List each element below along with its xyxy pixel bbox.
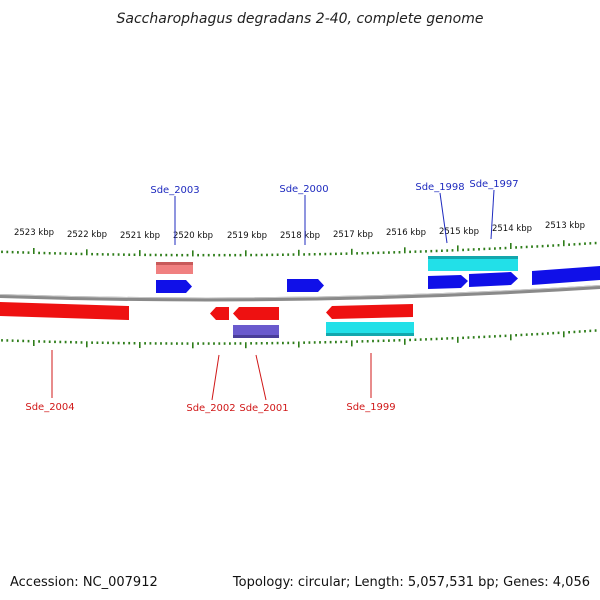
gene-label-sde-1997[interactable]: Sde_1997 — [469, 179, 518, 190]
accession-text: Accession: NC_007912 — [10, 575, 158, 590]
tick-label: 2522 kbp — [67, 230, 107, 240]
genome-backbone — [0, 285, 600, 302]
rna-feature-shade — [428, 256, 518, 259]
tick-label: 2519 kbp — [227, 231, 267, 241]
tick-label: 2517 kbp — [333, 230, 373, 240]
tick-label: 2521 kbp — [120, 231, 160, 241]
tick-label: 2516 kbp — [386, 228, 426, 238]
gene-label-sde-2001[interactable]: Sde_2001 — [239, 403, 288, 414]
rna-feature-block[interactable] — [326, 322, 414, 336]
gene-arrow-sde-2000[interactable] — [287, 279, 324, 292]
feature-block-shade — [156, 262, 193, 265]
gene-label-sde-1998[interactable]: Sde_1998 — [415, 182, 464, 193]
rna-feature-shade — [326, 333, 414, 336]
kbp-scale-labels: 2523 kbp 2522 kbp 2521 kbp 2520 kbp 2519… — [14, 221, 585, 241]
gene-arrow-sde-2004[interactable] — [0, 302, 129, 320]
label-leader — [490, 189, 495, 240]
label-leader — [211, 354, 220, 401]
top-gene-labels: Sde_2003 Sde_2000 Sde_1998 Sde_1997 — [150, 179, 519, 245]
feature-block-shade — [233, 335, 279, 338]
label-leader — [439, 192, 448, 244]
gene-arrow-sde-1997[interactable] — [469, 272, 518, 287]
feature-block[interactable] — [233, 325, 279, 338]
gene-label-sde-2003[interactable]: Sde_2003 — [150, 185, 199, 196]
genome-summary-text: Topology: circular; Length: 5,057,531 bp… — [232, 575, 590, 590]
gene-arrow-sde-2002[interactable] — [210, 307, 229, 320]
tick-label: 2515 kbp — [439, 227, 479, 237]
gene-arrow-sde-2003[interactable] — [156, 280, 192, 293]
tick-label: 2514 kbp — [492, 224, 532, 234]
genome-backbone-highlight — [0, 285, 600, 299]
gene-arrow-sde-2001[interactable] — [233, 307, 279, 320]
tick-label: 2513 kbp — [545, 221, 585, 231]
gene-label-sde-2002[interactable]: Sde_2002 — [186, 403, 235, 414]
gene-label-sde-2000[interactable]: Sde_2000 — [279, 184, 328, 195]
tick-label: 2523 kbp — [14, 228, 54, 238]
bottom-gene-labels: Sde_2004 Sde_2002 Sde_2001 Sde_1999 — [25, 350, 396, 414]
tick-label: 2518 kbp — [280, 231, 320, 241]
gene-label-sde-1999[interactable]: Sde_1999 — [346, 402, 395, 413]
gene-arrow-sde-1999[interactable] — [326, 304, 413, 319]
gene-arrow-offscreen[interactable] — [532, 266, 600, 285]
tick-marks-inner — [1, 329, 597, 349]
genome-title: Saccharophagus degradans 2-40, complete … — [117, 11, 484, 27]
reverse-strand-features — [0, 302, 414, 338]
gene-label-sde-2004[interactable]: Sde_2004 — [25, 402, 74, 413]
rna-feature-block[interactable] — [428, 256, 518, 271]
tick-marks-outer — [1, 240, 597, 257]
tick-label: 2520 kbp — [173, 231, 213, 241]
label-leader — [255, 354, 267, 401]
forward-strand-features — [156, 256, 600, 293]
gene-arrow-sde-1998[interactable] — [428, 275, 468, 289]
